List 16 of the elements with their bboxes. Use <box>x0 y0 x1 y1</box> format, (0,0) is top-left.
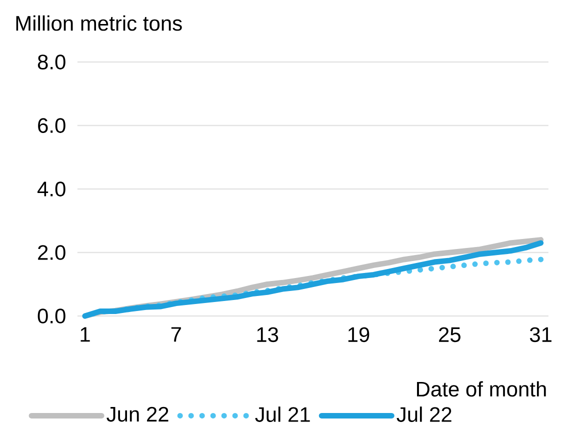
x-tick-label: 13 <box>257 327 278 342</box>
x-tick-label: 31 <box>530 327 552 342</box>
legend-label: Jun 22 <box>106 406 168 422</box>
y-tick-label: 4.0 <box>37 182 66 196</box>
y-tick-label: 2.0 <box>38 245 66 260</box>
x-axis-title: Date of month <box>417 381 546 397</box>
y-axis-title: Million metric tons <box>16 15 182 31</box>
y-tick-label: 0.0 <box>38 308 66 324</box>
legend-label: Jul 22 <box>396 406 452 422</box>
x-tick-label: 1 <box>80 327 90 342</box>
y-tick-label: 6.0 <box>38 118 66 133</box>
x-tick-label: 25 <box>439 327 460 342</box>
x-tick-label: 7 <box>171 327 181 342</box>
y-tick-label: 8.0 <box>38 54 66 70</box>
x-tick-label: 19 <box>348 327 370 342</box>
legend-label: Jul 21 <box>255 406 310 422</box>
